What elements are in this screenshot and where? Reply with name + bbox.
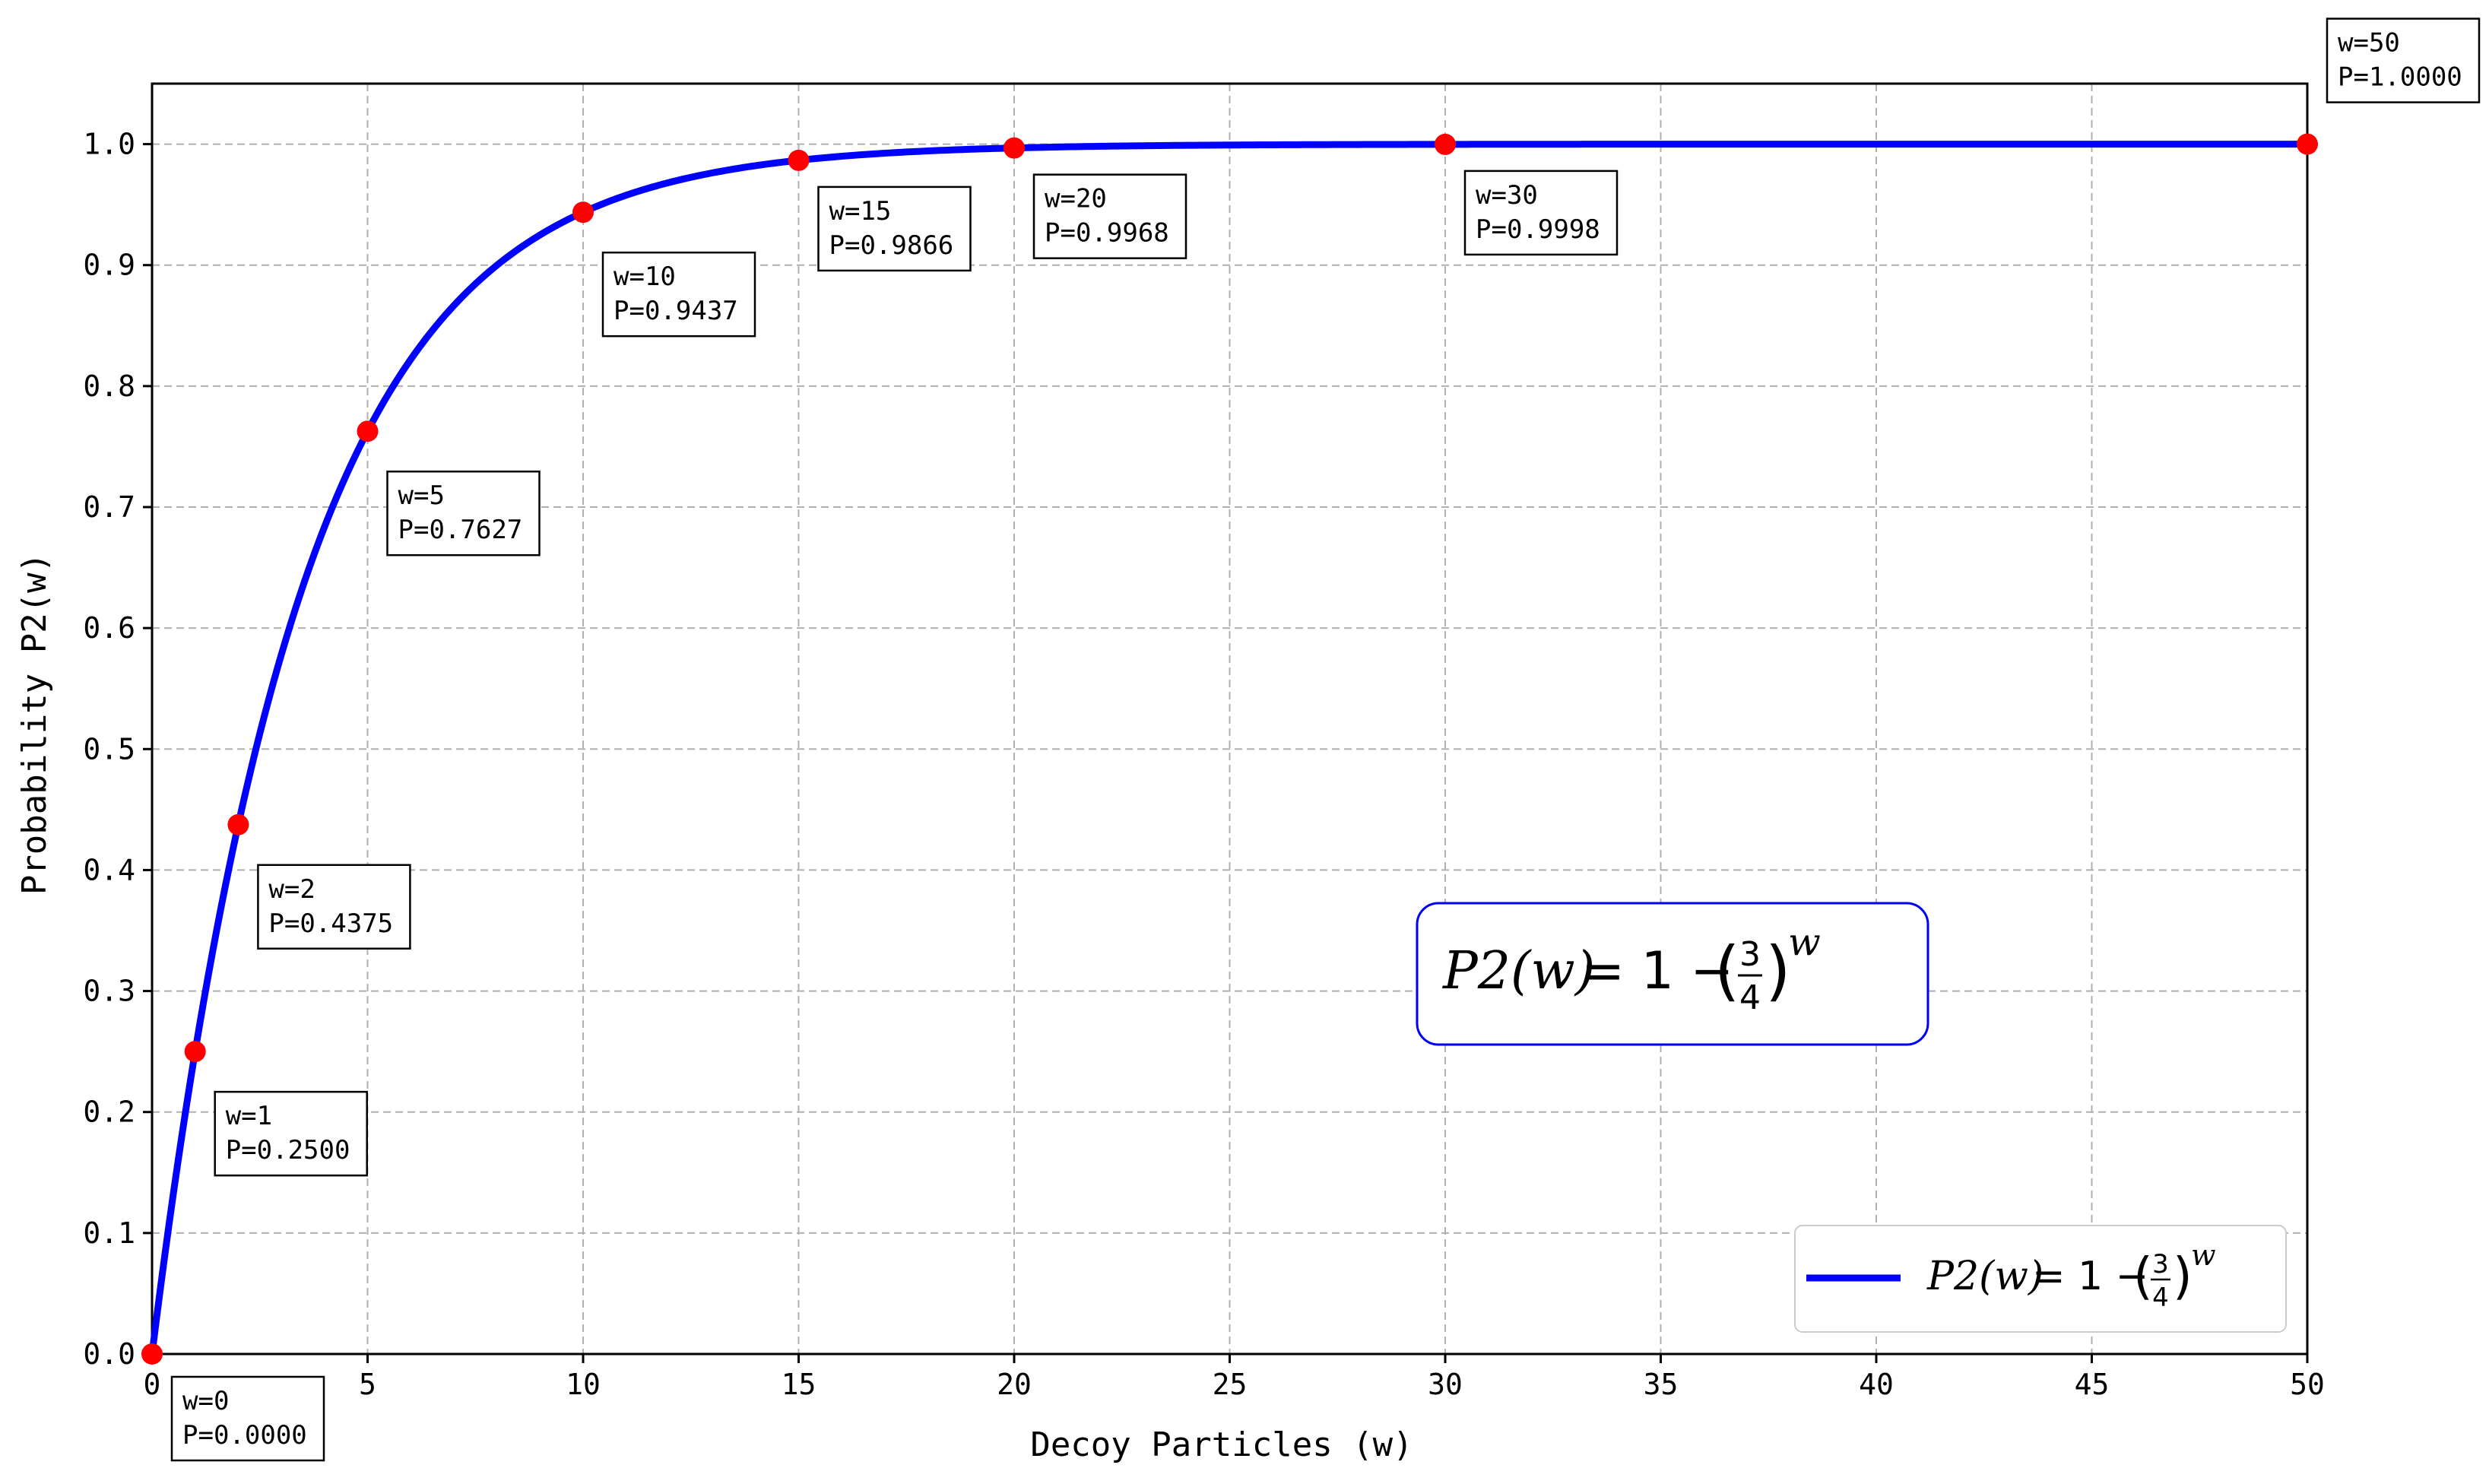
annotation-p-label: P=0.9998 xyxy=(1476,214,1600,245)
legend-formula-lhs: P2(w) xyxy=(1926,1254,2044,1299)
x-axis-label: Decoy Particles (w) xyxy=(1030,1425,1413,1464)
data-point xyxy=(185,1041,206,1062)
y-tick-label: 0.5 xyxy=(83,732,135,766)
data-point xyxy=(572,201,594,223)
formula-paren-open: ( xyxy=(1714,933,1740,1009)
point-annotation: w=1 P=0.2500 xyxy=(215,1092,367,1175)
x-tick-label: 35 xyxy=(1644,1368,1679,1401)
data-point xyxy=(141,1343,163,1365)
legend-den: 4 xyxy=(2152,1283,2169,1313)
annotation-w-label: w=1 xyxy=(226,1101,272,1131)
formula-lhs: P2(w) xyxy=(1441,941,1595,1001)
legend-paren-close: ) xyxy=(2173,1247,2193,1305)
point-annotation: w=20 P=0.9968 xyxy=(1034,175,1186,258)
point-annotation: w=0 P=0.0000 xyxy=(172,1377,324,1460)
y-tick-label: 0.7 xyxy=(83,490,135,524)
y-tick-label: 0.4 xyxy=(83,853,135,886)
annotation-w-label: w=10 xyxy=(614,262,676,292)
annotation-p-label: P=1.0000 xyxy=(2338,62,2462,93)
annotation-p-label: P=0.4375 xyxy=(268,908,393,939)
x-tick-label: 5 xyxy=(359,1368,376,1401)
annotation-w-label: w=30 xyxy=(1476,180,1538,211)
x-tick-label: 10 xyxy=(566,1368,601,1401)
y-tick-label: 0.6 xyxy=(83,611,135,645)
formula-eq: = 1 − xyxy=(1581,941,1733,1001)
point-annotation: w=50P=1.0000 xyxy=(2327,19,2479,103)
axes: 0 5 10 15 20 25 30 35 40 45 50 0.0 0.1 0.2 0.3 0.4 0.5 0.… xyxy=(83,84,2325,1401)
formula-num: 3 xyxy=(1739,935,1761,974)
y-tick-label: 0.3 xyxy=(83,975,135,1008)
annotation-p-label: P=0.9866 xyxy=(829,230,954,261)
legend: P2(w) = 1 − ( 3 4 ) w xyxy=(1795,1226,2286,1332)
formula-den: 4 xyxy=(1739,978,1761,1017)
legend-paren-open: ( xyxy=(2133,1247,2153,1305)
data-point xyxy=(357,420,379,442)
y-tick-label: 0.2 xyxy=(83,1096,135,1129)
formula-paren-close: ) xyxy=(1765,933,1791,1009)
annotation-p-label: P=0.7627 xyxy=(398,515,523,545)
y-tick-label: 0.9 xyxy=(83,249,135,282)
legend-exp: w xyxy=(2191,1238,2216,1272)
x-tick-label: 40 xyxy=(1859,1368,1894,1401)
data-point xyxy=(227,814,249,836)
formula-box: P2(w) = 1 − ( 3 4 ) w xyxy=(1417,903,1928,1045)
y-tick-label: 0.8 xyxy=(83,369,135,403)
y-tick-label: 0.1 xyxy=(83,1216,135,1250)
annotation-w-label: w=2 xyxy=(268,874,315,905)
x-tick-label: 0 xyxy=(144,1368,161,1401)
point-annotation: w=2P=0.4375 xyxy=(258,865,410,949)
annotation-p-label: P=0.0000 xyxy=(182,1420,307,1451)
annotation-p-label: P=0.2500 xyxy=(226,1135,350,1165)
point-annotation: w=15P=0.9866 xyxy=(819,187,971,271)
x-tick-label: 15 xyxy=(782,1368,816,1401)
annotation-w-label: w=0 xyxy=(182,1386,229,1416)
point-annotation: w=5 P=0.7627 xyxy=(388,471,540,555)
data-point xyxy=(1435,134,1456,155)
annotation-w-label: w=20 xyxy=(1045,184,1107,214)
data-point xyxy=(1004,138,1025,159)
annotation-w-label: w=15 xyxy=(829,196,892,227)
x-tick-label: 50 xyxy=(2290,1368,2325,1401)
data-point xyxy=(788,150,810,171)
annotation-p-label: P=0.9968 xyxy=(1045,218,1169,249)
grid xyxy=(152,84,2307,1354)
annotation-p-label: P=0.9437 xyxy=(614,296,738,326)
x-tick-label: 20 xyxy=(997,1368,1032,1401)
y-tick-label: 1.0 xyxy=(83,128,135,161)
y-axis-label: Probability P2(w) xyxy=(15,553,54,895)
data-point xyxy=(2297,134,2318,155)
legend-num: 3 xyxy=(2152,1249,2169,1279)
x-tick-label: 45 xyxy=(2075,1368,2110,1401)
x-tick-label: 25 xyxy=(1213,1368,1248,1401)
x-tick-label: 30 xyxy=(1428,1368,1463,1401)
point-annotation: w=10 P=0.9437 xyxy=(603,252,755,336)
annotation-w-label: w=50 xyxy=(2338,28,2400,59)
formula-exp: w xyxy=(1788,920,1821,964)
annotation-w-label: w=5 xyxy=(398,480,445,511)
point-annotation: w=30P=0.9998 xyxy=(1465,171,1617,255)
legend-formula-eq: = 1 − xyxy=(2032,1254,2148,1299)
y-tick-label: 0.0 xyxy=(83,1337,135,1371)
